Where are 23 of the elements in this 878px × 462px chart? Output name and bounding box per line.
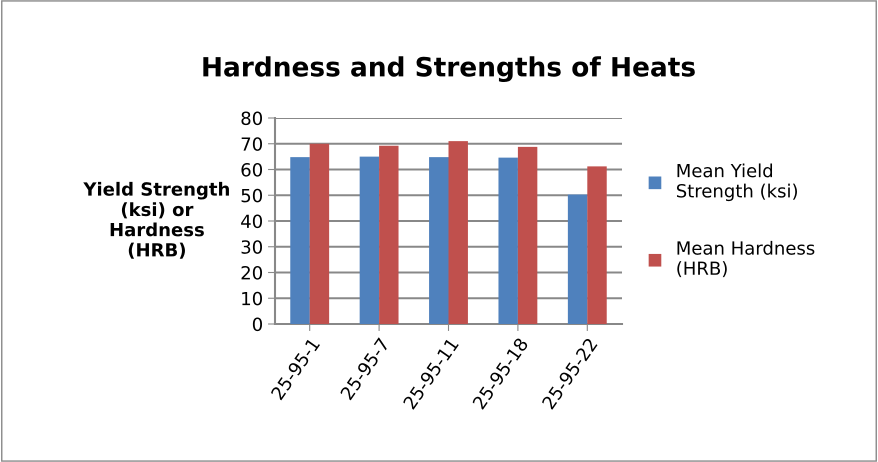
bar — [379, 146, 399, 324]
chart-title: Hardness and Strengths of Heats — [203, 56, 695, 82]
bar — [290, 157, 310, 324]
bar — [360, 156, 380, 324]
bar — [518, 146, 538, 324]
bar — [587, 166, 607, 324]
y-tick-label: 70 — [242, 137, 262, 151]
bar — [310, 144, 330, 324]
y-tick-label: 30 — [242, 240, 262, 254]
legend-label: Mean Hardness (HRB) — [677, 240, 814, 278]
bar — [448, 141, 468, 324]
y-tick-label: 10 — [242, 292, 262, 306]
y-axis-title: Yield Strength (ksi) or Hardness (HRB) — [83, 182, 229, 259]
bar — [498, 158, 518, 324]
y-tick-label: 0 — [252, 317, 262, 332]
y-tick-label: 50 — [242, 188, 262, 202]
y-tick-label: 20 — [242, 266, 262, 280]
bar — [429, 157, 448, 324]
y-tick-label: 40 — [241, 214, 262, 228]
y-tick-label: 80 — [241, 111, 262, 126]
y-tick-label: 60 — [241, 162, 262, 177]
legend-label: Mean Yield Strength (ksi) — [676, 163, 797, 202]
bar — [568, 194, 588, 324]
